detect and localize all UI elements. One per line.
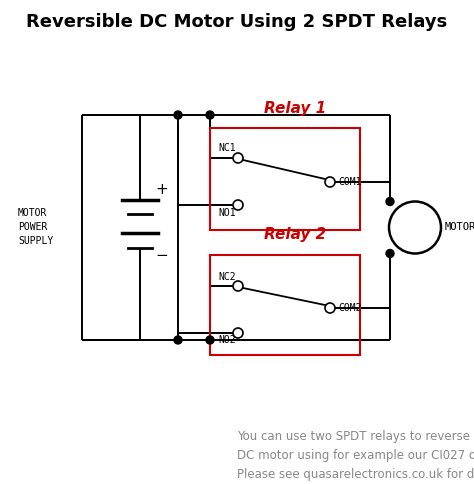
Text: −: − bbox=[155, 248, 168, 263]
Text: COM1: COM1 bbox=[338, 177, 362, 187]
Circle shape bbox=[325, 303, 335, 313]
Text: NC1: NC1 bbox=[218, 143, 236, 153]
Bar bbox=[210, 255, 360, 355]
Circle shape bbox=[233, 328, 243, 338]
Circle shape bbox=[386, 197, 394, 206]
Text: NC2: NC2 bbox=[218, 272, 236, 282]
Text: MOTOR
POWER
SUPPLY: MOTOR POWER SUPPLY bbox=[18, 209, 53, 246]
Circle shape bbox=[206, 111, 214, 119]
Circle shape bbox=[325, 177, 335, 187]
Circle shape bbox=[233, 153, 243, 163]
Bar bbox=[210, 128, 360, 230]
Text: NO2: NO2 bbox=[218, 335, 236, 345]
Text: +: + bbox=[155, 182, 168, 197]
Text: NO1: NO1 bbox=[218, 208, 236, 218]
Circle shape bbox=[174, 336, 182, 344]
Text: Reversible DC Motor Using 2 SPDT Relays: Reversible DC Motor Using 2 SPDT Relays bbox=[27, 13, 447, 31]
Text: COM2: COM2 bbox=[338, 303, 362, 313]
Text: MOTOR: MOTOR bbox=[445, 223, 474, 232]
Circle shape bbox=[206, 336, 214, 344]
Text: Relay 1: Relay 1 bbox=[264, 101, 326, 116]
Circle shape bbox=[233, 200, 243, 210]
Circle shape bbox=[174, 111, 182, 119]
Circle shape bbox=[386, 249, 394, 257]
Text: Relay 2: Relay 2 bbox=[264, 227, 326, 242]
Circle shape bbox=[233, 281, 243, 291]
Circle shape bbox=[389, 201, 441, 254]
Text: You can use two SPDT relays to reverse the direction of a
DC motor using for exa: You can use two SPDT relays to reverse t… bbox=[237, 430, 474, 481]
